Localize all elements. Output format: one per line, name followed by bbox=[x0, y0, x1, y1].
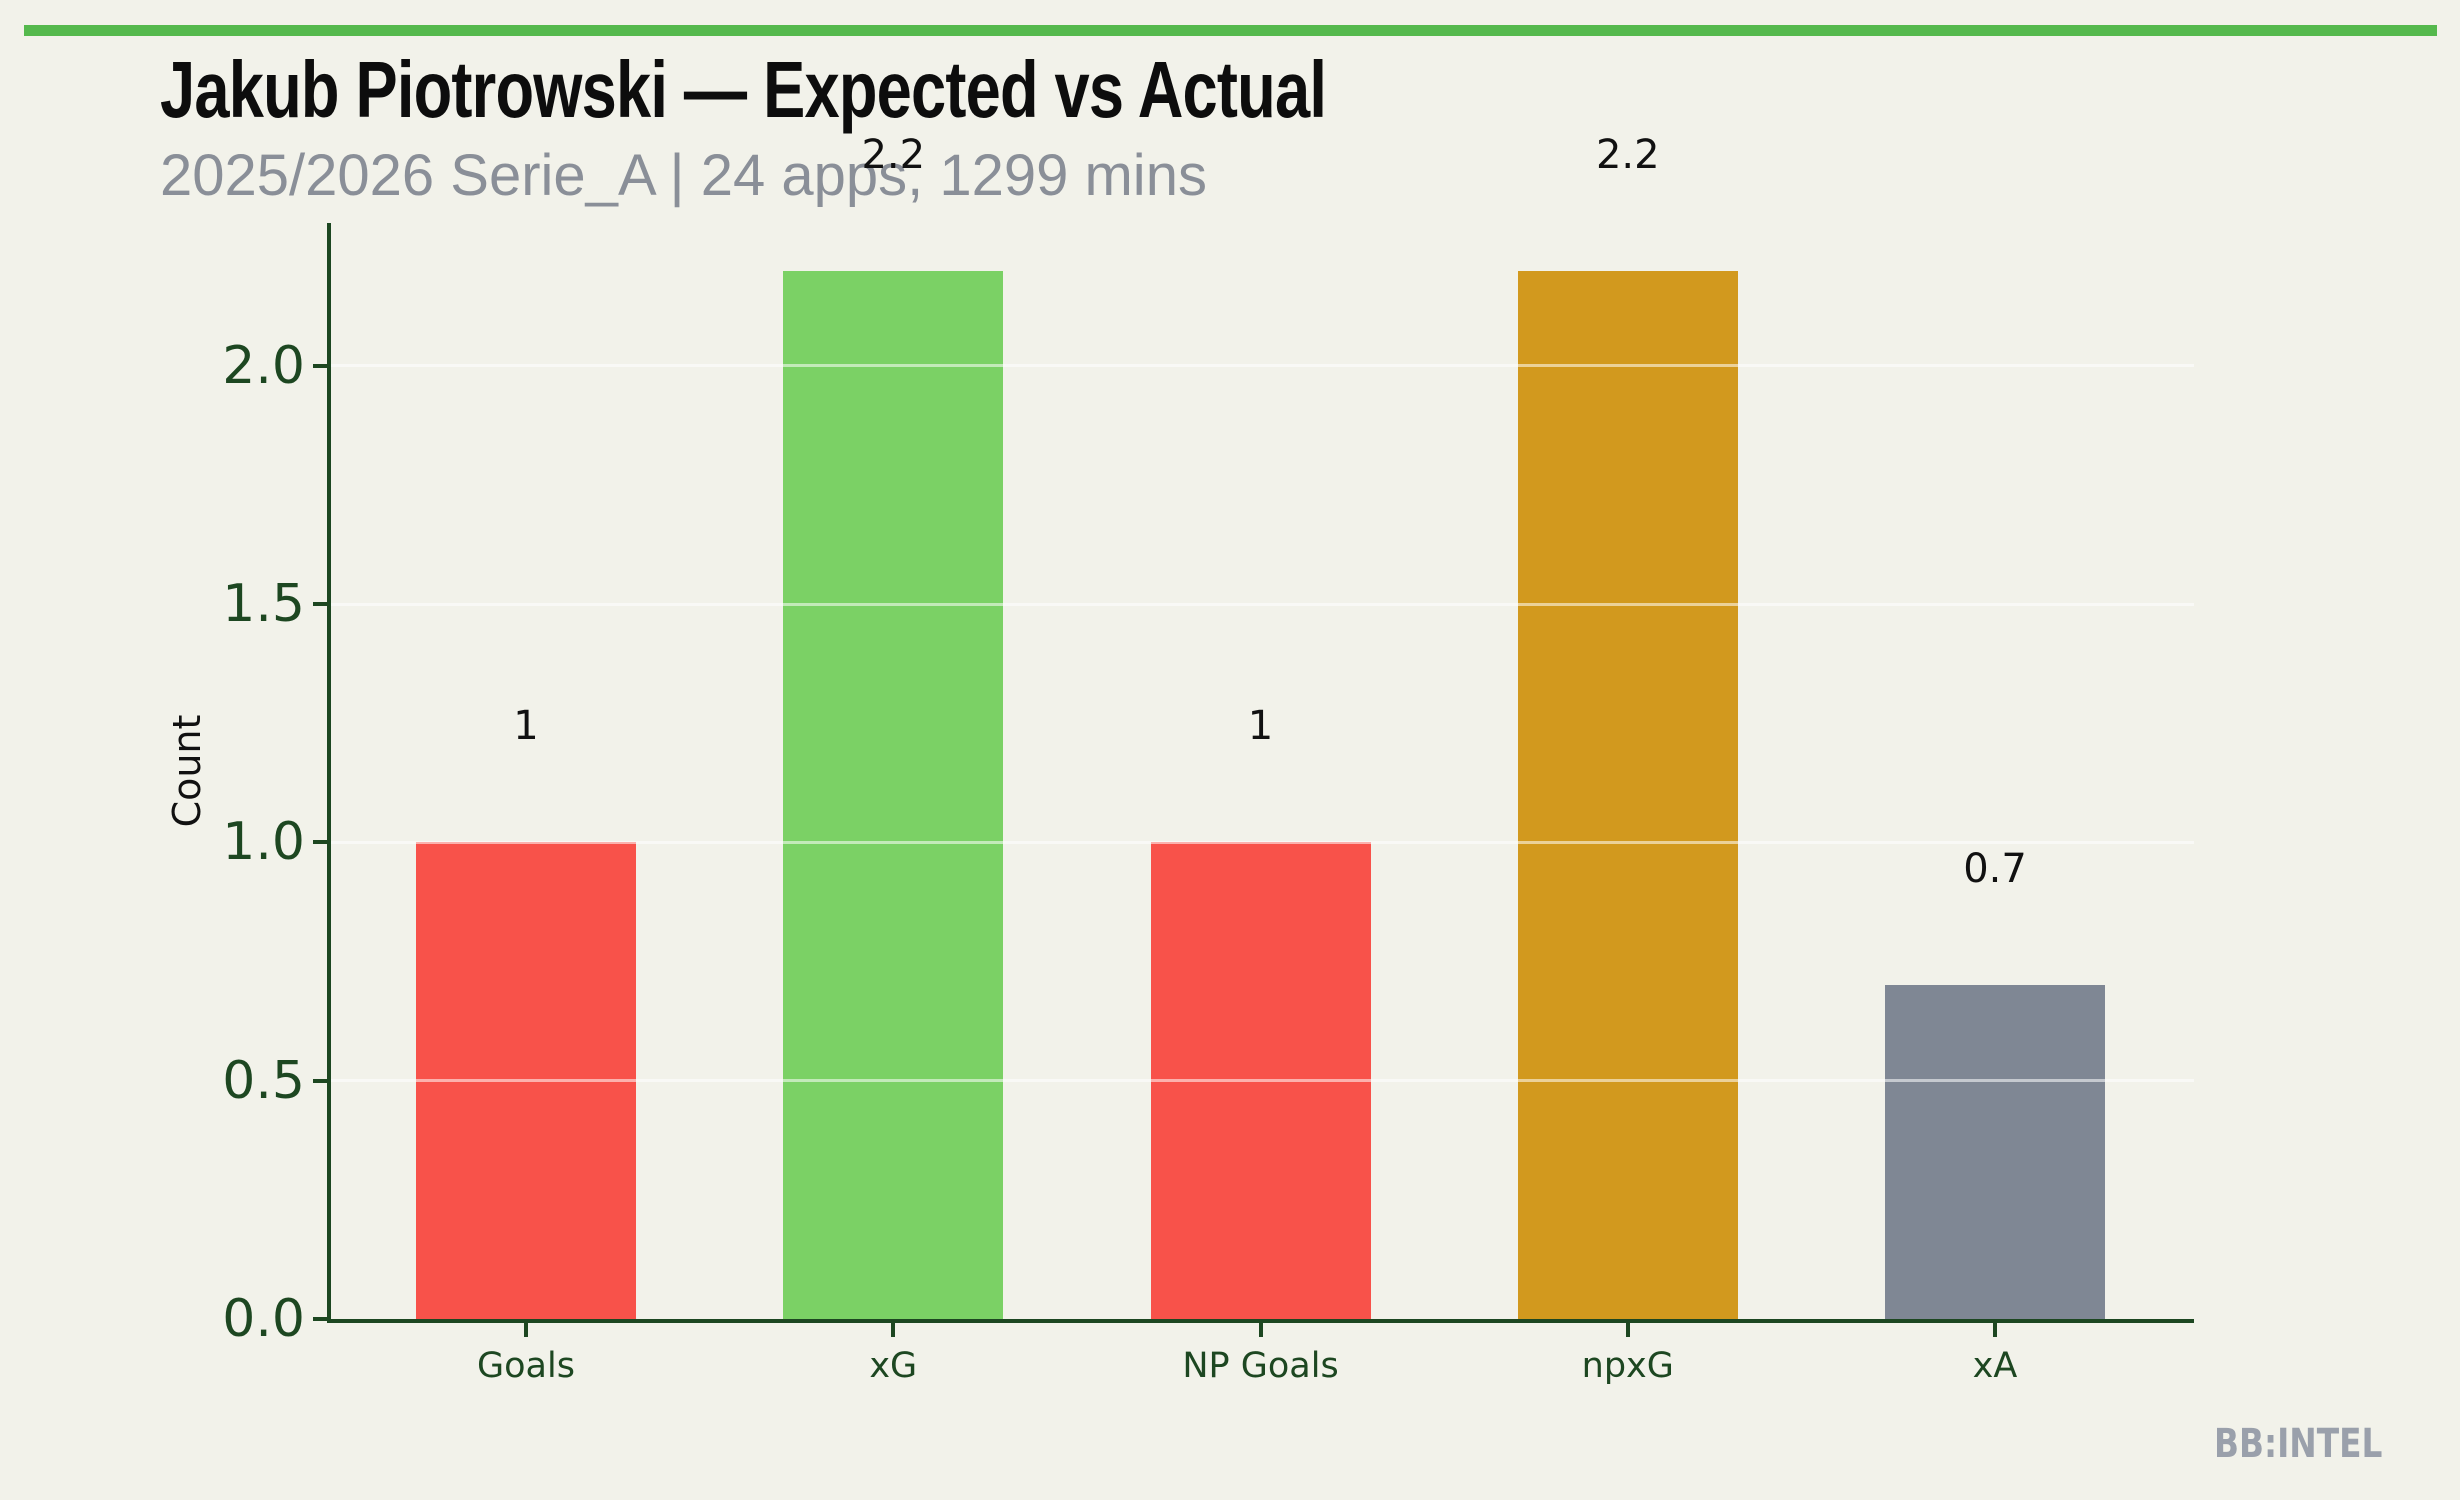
watermark: BB:INTEL bbox=[2213, 1421, 2382, 1467]
y-tick bbox=[313, 1317, 327, 1321]
gridline bbox=[331, 364, 2194, 368]
y-tick-label: 1.5 bbox=[222, 574, 305, 635]
x-tick-label: Goals bbox=[477, 1346, 575, 1386]
y-tick bbox=[313, 840, 327, 845]
y-tick bbox=[313, 1078, 327, 1083]
gridline bbox=[331, 1079, 2194, 1083]
plot-area: 0.0 0.5 1.0 1.5 2.0 1 Goals 2.2 xG 1 NP Goals 2.2 np… bbox=[222, 135, 2194, 1384]
y-tick-label: 2.0 bbox=[222, 335, 305, 396]
x-tick bbox=[524, 1319, 528, 1337]
x-tick bbox=[1625, 1319, 1630, 1337]
x-tick-label: xA bbox=[1972, 1346, 2018, 1386]
chart-subtitle: 2025/2026 Serie_A | 24 apps, 1299 mins bbox=[160, 143, 1207, 208]
bar-value-label: 2.2 bbox=[1595, 131, 1660, 178]
x-tick bbox=[1258, 1319, 1263, 1337]
chart-title: Jakub Piotrowski — Expected vs Actual bbox=[160, 45, 1327, 134]
x-tick bbox=[1993, 1319, 1997, 1337]
bar-value-label: 0.7 bbox=[1963, 846, 2027, 893]
y-tick-label: 1.0 bbox=[222, 812, 305, 873]
top-accent-bar bbox=[24, 25, 2437, 36]
bar-xg bbox=[783, 270, 1004, 1319]
gridline bbox=[331, 602, 2194, 606]
y-tick-label: 0.5 bbox=[222, 1050, 305, 1111]
bar-value-label: 1 bbox=[513, 703, 539, 750]
y-tick bbox=[313, 602, 327, 607]
x-tick-label: NP Goals bbox=[1182, 1346, 1339, 1386]
y-axis-label: Count bbox=[165, 714, 209, 828]
bar-xa bbox=[1885, 985, 2105, 1319]
bar-npxg bbox=[1517, 270, 1738, 1319]
y-tick-label: 0.0 bbox=[222, 1289, 305, 1349]
bar-value-label: 2.2 bbox=[861, 131, 926, 178]
x-tick-label: npxG bbox=[1581, 1346, 1674, 1386]
gridline bbox=[331, 840, 2194, 844]
y-tick bbox=[313, 363, 327, 368]
x-tick bbox=[891, 1319, 896, 1337]
bar-value-label: 1 bbox=[1247, 703, 1274, 750]
x-tick-label: xG bbox=[869, 1346, 918, 1386]
